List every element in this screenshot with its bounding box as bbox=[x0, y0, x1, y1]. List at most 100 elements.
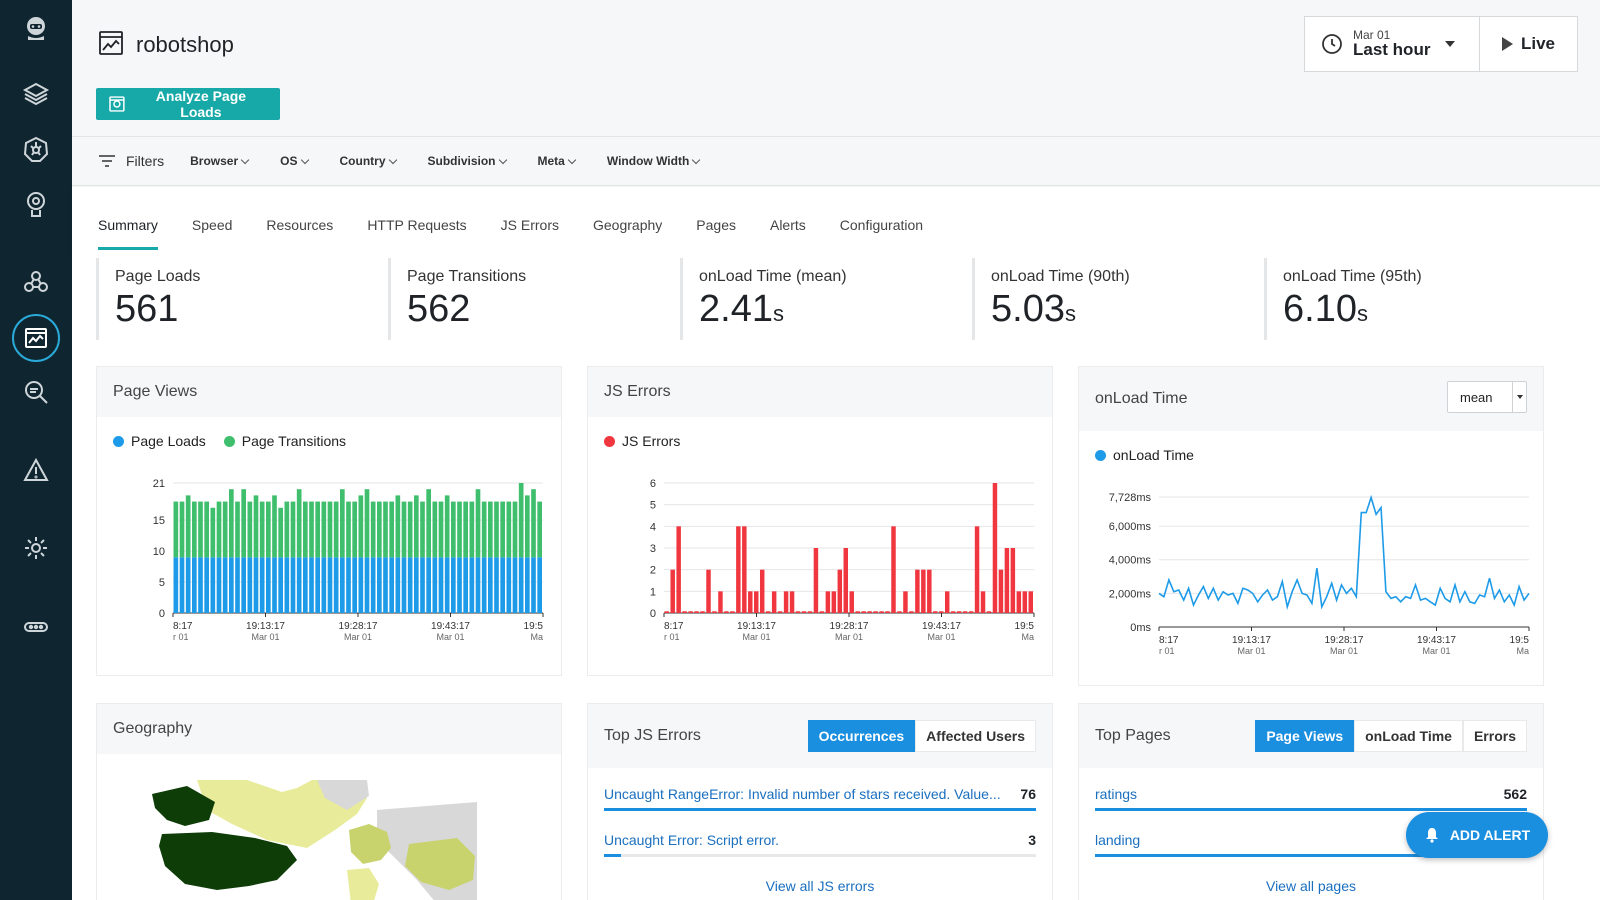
bar-js-errors bbox=[843, 548, 848, 613]
bar-page-transitions bbox=[198, 501, 203, 558]
affected-users-tab[interactable]: Affected Users bbox=[915, 720, 1036, 752]
bar-page-transitions bbox=[229, 489, 234, 558]
card-title: JS Errors bbox=[588, 367, 1052, 417]
error-message-link[interactable]: Uncaught Error: Script error. bbox=[604, 832, 780, 848]
bar-js-errors bbox=[927, 569, 932, 613]
bar-page-loads bbox=[414, 557, 419, 613]
bar-js-errors bbox=[939, 611, 944, 613]
bar-page-transitions bbox=[192, 501, 197, 558]
filter-window-width[interactable]: Window Width bbox=[607, 154, 701, 168]
filter-browser[interactable]: Browser bbox=[190, 154, 250, 168]
time-range-picker[interactable]: Mar 01 Last hour bbox=[1304, 16, 1480, 72]
view-all-pages-link[interactable]: View all pages bbox=[1265, 878, 1357, 894]
errors-tab[interactable]: Errors bbox=[1462, 720, 1527, 752]
y-tick-label: 2,000ms bbox=[1109, 588, 1152, 600]
chart-legend: Page Loads Page Transitions bbox=[113, 433, 561, 449]
legend-page-loads[interactable]: Page Loads bbox=[113, 433, 206, 449]
y-tick-label: 21 bbox=[153, 478, 165, 490]
bar-page-loads bbox=[296, 557, 302, 613]
filter-subdivision[interactable]: Subdivision bbox=[428, 154, 507, 168]
chevron-down-icon bbox=[692, 155, 701, 164]
legend-onload-time[interactable]: onLoad Time bbox=[1095, 447, 1194, 463]
x-tick-date: Mar 01 bbox=[1330, 646, 1358, 656]
bar-page-loads bbox=[481, 557, 487, 613]
map-region-greenland[interactable] bbox=[317, 780, 369, 810]
kubernetes-icon[interactable] bbox=[16, 129, 56, 169]
list-item[interactable]: landing bbox=[1095, 832, 1527, 860]
bar-page-loads bbox=[469, 557, 475, 613]
platform-icon[interactable] bbox=[16, 184, 56, 224]
map-region-china[interactable] bbox=[405, 838, 475, 890]
map-region-canada[interactable] bbox=[197, 780, 367, 848]
map-region-alaska[interactable] bbox=[152, 786, 215, 826]
list-item[interactable]: Uncaught Error: Script error. 3 bbox=[604, 832, 1036, 860]
bar-page-transitions bbox=[204, 501, 209, 558]
bar-js-errors bbox=[921, 569, 926, 613]
events-warning-icon[interactable] bbox=[16, 450, 56, 490]
x-tick-date: Mar 01 bbox=[1422, 646, 1450, 656]
live-button[interactable]: Live bbox=[1480, 16, 1578, 72]
x-tick-label: 19:5 bbox=[1510, 635, 1530, 646]
occurrences-tab[interactable]: Occurrences bbox=[807, 720, 916, 752]
more-icon[interactable] bbox=[16, 607, 56, 647]
bar-js-errors bbox=[867, 611, 872, 613]
tab-pages[interactable]: Pages bbox=[696, 217, 736, 233]
layers-icon[interactable] bbox=[16, 74, 56, 114]
tab-geography[interactable]: Geography bbox=[593, 217, 663, 233]
tab-resources[interactable]: Resources bbox=[266, 217, 334, 233]
y-tick-label: 0 bbox=[159, 608, 165, 620]
robot-logo-icon[interactable] bbox=[16, 8, 56, 48]
bar-js-errors bbox=[712, 611, 717, 613]
x-tick-date: Mar 01 bbox=[436, 632, 464, 642]
analyze-page-loads-button[interactable]: Analyze Page Loads bbox=[96, 88, 280, 120]
top-js-errors-card: Top JS Errors Occurrences Affected Users… bbox=[587, 703, 1053, 900]
tab-summary[interactable]: Summary bbox=[98, 217, 158, 250]
bar-page-transitions bbox=[512, 501, 518, 558]
x-tick-label: 19:28:17 bbox=[1325, 635, 1364, 646]
page-views-tab[interactable]: Page Views bbox=[1255, 720, 1355, 752]
filter-os[interactable]: OS bbox=[280, 154, 309, 168]
bar-js-errors bbox=[825, 591, 831, 613]
website-monitoring-icon[interactable] bbox=[12, 314, 60, 362]
bar-page-loads bbox=[531, 557, 536, 613]
map-region-usa[interactable] bbox=[159, 832, 297, 890]
tab-js-errors[interactable]: JS Errors bbox=[500, 217, 559, 233]
bar-page-loads bbox=[457, 557, 462, 613]
bar-page-transitions bbox=[358, 495, 364, 558]
kpi-unit: s bbox=[1064, 301, 1076, 326]
bar-page-transitions bbox=[525, 495, 530, 558]
filter-country[interactable]: Country bbox=[340, 154, 397, 168]
bar-page-loads bbox=[173, 557, 179, 613]
legend-page-transitions[interactable]: Page Transitions bbox=[223, 433, 346, 449]
bar-page-transitions bbox=[494, 501, 499, 558]
tab-configuration[interactable]: Configuration bbox=[839, 217, 924, 233]
filter-meta[interactable]: Meta bbox=[538, 154, 577, 168]
error-message-link[interactable]: Uncaught RangeError: Invalid number of s… bbox=[604, 786, 1001, 802]
tab-speed[interactable]: Speed bbox=[191, 217, 233, 233]
page-link[interactable]: ratings bbox=[1095, 786, 1138, 802]
view-all-js-errors-link[interactable]: View all JS errors bbox=[765, 878, 875, 894]
page-link[interactable]: landing bbox=[1095, 832, 1141, 848]
map-region-africa[interactable] bbox=[347, 868, 379, 900]
y-tick-label: 4,000ms bbox=[1109, 555, 1152, 567]
analyze-label: Analyze Page Loads bbox=[155, 88, 247, 120]
legend-js-errors[interactable]: JS Errors bbox=[604, 433, 680, 449]
settings-gear-icon[interactable] bbox=[16, 528, 56, 568]
filters-toggle[interactable]: Filters bbox=[98, 153, 164, 169]
kpi-label: Page Loads bbox=[115, 268, 201, 285]
bar-page-loads bbox=[229, 557, 234, 613]
onload-time-tab[interactable]: onLoad Time bbox=[1354, 720, 1463, 752]
x-tick-date: Ma bbox=[1021, 632, 1034, 642]
bar-page-transitions bbox=[414, 495, 419, 558]
bar-js-errors bbox=[1004, 548, 1010, 613]
list-item[interactable]: ratings 562 bbox=[1095, 786, 1527, 814]
tab-alerts[interactable]: Alerts bbox=[769, 217, 806, 233]
map-region-europe[interactable] bbox=[349, 824, 391, 864]
bar-page-transitions bbox=[426, 489, 431, 558]
analyze-search-icon[interactable] bbox=[16, 372, 56, 412]
list-item[interactable]: Uncaught RangeError: Invalid number of s… bbox=[604, 786, 1036, 814]
services-icon[interactable] bbox=[16, 262, 56, 302]
onload-aggregation-select[interactable]: mean bbox=[1447, 381, 1527, 413]
tab-http-requests[interactable]: HTTP Requests bbox=[367, 217, 467, 233]
add-alert-button[interactable]: ADD ALERT bbox=[1406, 812, 1548, 858]
